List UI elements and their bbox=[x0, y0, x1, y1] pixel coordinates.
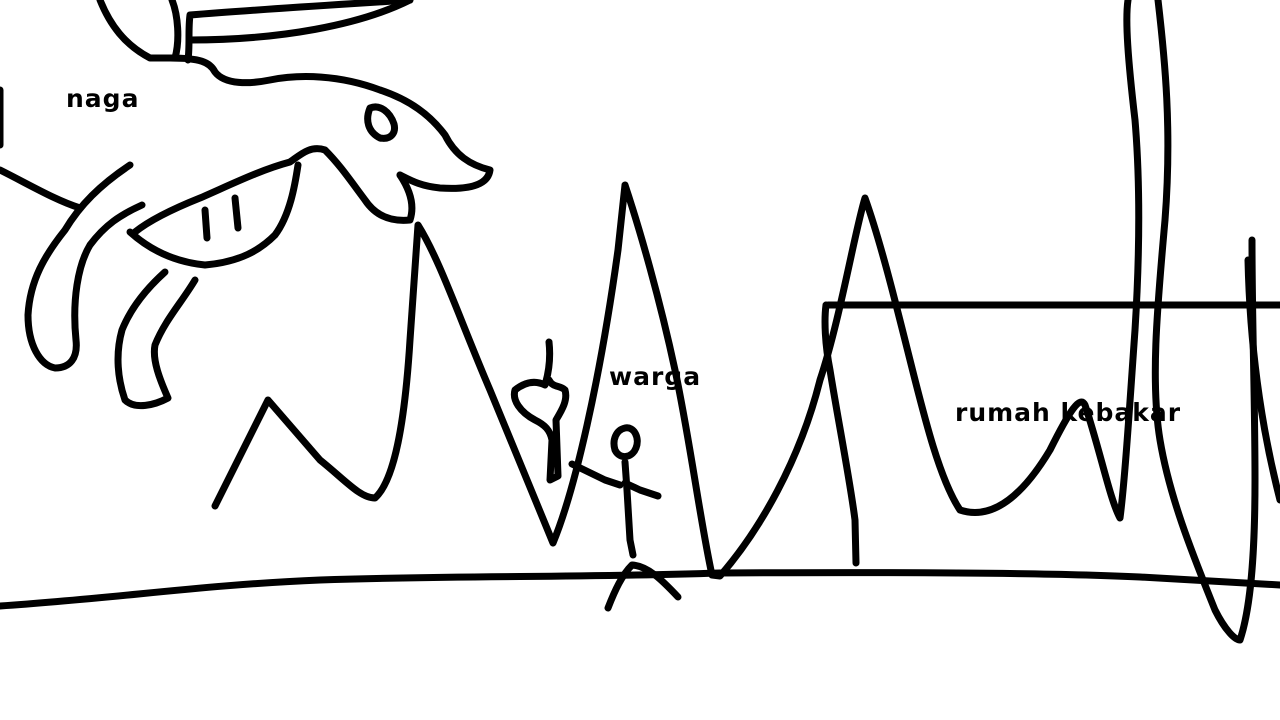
dragon-leg bbox=[118, 272, 195, 406]
dragon-wing bbox=[100, 0, 178, 58]
ground-line bbox=[0, 573, 1280, 606]
villager-head bbox=[614, 428, 637, 457]
dragon-jaw bbox=[135, 149, 412, 232]
dragon-stripe bbox=[235, 198, 238, 228]
flame-outline bbox=[1155, 0, 1255, 640]
dragon-head bbox=[170, 58, 490, 188]
villager-drawing bbox=[572, 428, 678, 608]
dragon-stripe bbox=[205, 210, 207, 238]
villager-arm bbox=[572, 464, 658, 496]
villager-body bbox=[625, 462, 633, 555]
mountain-outline bbox=[215, 0, 1139, 576]
villager-label: warga bbox=[609, 362, 701, 391]
dragon-drawing bbox=[0, 0, 490, 406]
house-label: rumah kebakar bbox=[955, 398, 1181, 427]
dragon-eye bbox=[368, 107, 395, 138]
dragon-label: naga bbox=[66, 84, 139, 113]
house-outline bbox=[825, 305, 1280, 563]
